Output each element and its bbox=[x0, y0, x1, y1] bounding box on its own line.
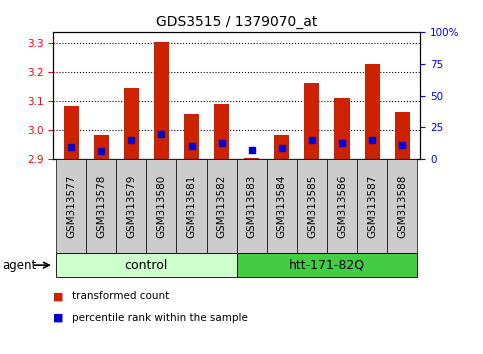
Title: GDS3515 / 1379070_at: GDS3515 / 1379070_at bbox=[156, 16, 317, 29]
Text: control: control bbox=[125, 259, 168, 272]
Text: GSM313587: GSM313587 bbox=[367, 175, 377, 238]
Bar bbox=[395, 112, 410, 159]
Text: agent: agent bbox=[2, 259, 37, 272]
Bar bbox=[274, 135, 289, 159]
Bar bbox=[124, 88, 139, 159]
Text: GSM313577: GSM313577 bbox=[66, 175, 76, 238]
Bar bbox=[64, 106, 79, 159]
Text: ■: ■ bbox=[53, 291, 64, 301]
Text: GSM313580: GSM313580 bbox=[156, 175, 167, 238]
Text: GSM313586: GSM313586 bbox=[337, 175, 347, 238]
Text: GSM313585: GSM313585 bbox=[307, 175, 317, 238]
Bar bbox=[334, 98, 350, 159]
Bar bbox=[365, 64, 380, 159]
Text: ■: ■ bbox=[53, 313, 64, 322]
Bar bbox=[214, 104, 229, 159]
Bar bbox=[184, 114, 199, 159]
Bar bbox=[244, 158, 259, 159]
Text: GSM313581: GSM313581 bbox=[186, 175, 197, 238]
Text: GSM313578: GSM313578 bbox=[96, 175, 106, 238]
Text: transformed count: transformed count bbox=[72, 291, 170, 301]
Text: GSM313582: GSM313582 bbox=[217, 175, 227, 238]
Bar bbox=[94, 135, 109, 159]
Text: GSM313583: GSM313583 bbox=[247, 175, 256, 238]
Bar bbox=[304, 82, 319, 159]
Text: GSM313588: GSM313588 bbox=[397, 175, 407, 238]
Text: GSM313584: GSM313584 bbox=[277, 175, 287, 238]
Bar bbox=[154, 42, 169, 159]
Text: htt-171-82Q: htt-171-82Q bbox=[289, 259, 365, 272]
Text: percentile rank within the sample: percentile rank within the sample bbox=[72, 313, 248, 322]
Text: GSM313579: GSM313579 bbox=[127, 175, 136, 238]
